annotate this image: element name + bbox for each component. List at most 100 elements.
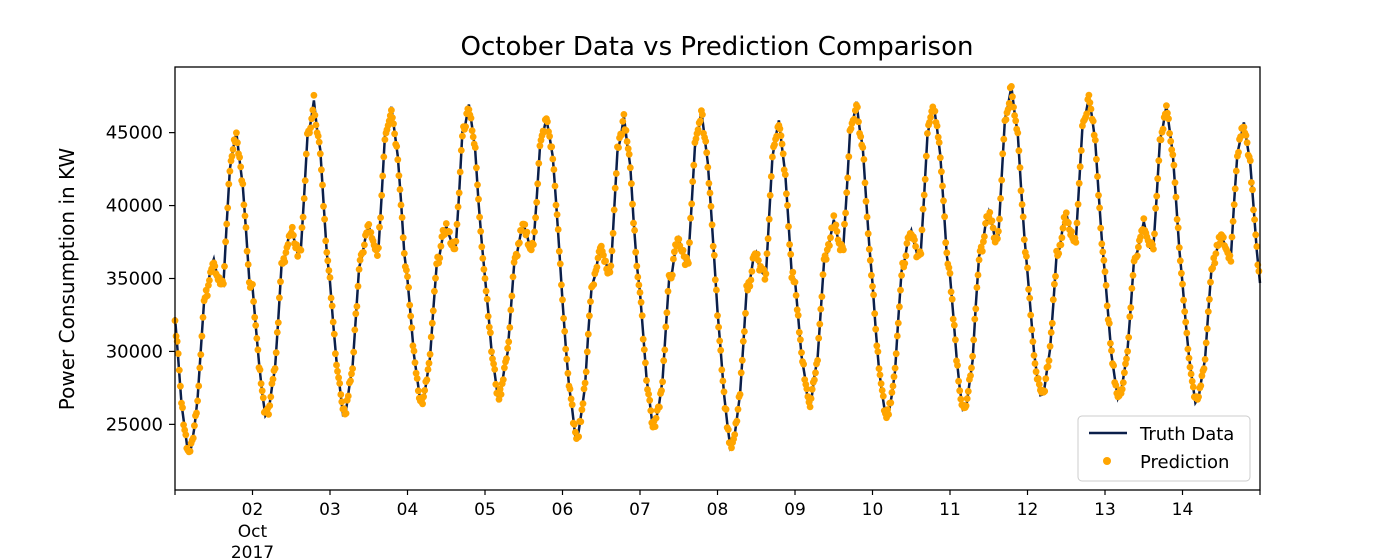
- prediction-point: [174, 350, 182, 357]
- prediction-point: [396, 186, 404, 193]
- prediction-point: [575, 433, 582, 441]
- prediction-point: [1220, 233, 1227, 241]
- prediction-point: [927, 113, 934, 121]
- prediction-point: [586, 312, 593, 320]
- prediction-point: [1140, 215, 1148, 223]
- prediction-point: [789, 268, 797, 276]
- prediction-point: [952, 336, 959, 344]
- prediction-point: [1016, 164, 1024, 172]
- prediction-point: [633, 262, 641, 270]
- prediction-point: [1176, 257, 1184, 265]
- prediction-point: [706, 189, 714, 197]
- prediction-point: [955, 377, 962, 385]
- prediction-point: [671, 248, 678, 256]
- prediction-point: [1108, 347, 1115, 354]
- prediction-point: [742, 309, 749, 317]
- prediction-point: [647, 407, 655, 414]
- prediction-point: [1128, 285, 1136, 292]
- prediction-point: [1230, 201, 1238, 209]
- prediction-point: [840, 246, 847, 254]
- prediction-point: [327, 294, 335, 302]
- prediction-point: [1029, 338, 1037, 345]
- prediction-point: [1023, 253, 1030, 260]
- prediction-point: [562, 345, 570, 353]
- prediction-point: [199, 314, 207, 321]
- prediction-point: [903, 240, 911, 247]
- prediction-point: [597, 242, 605, 250]
- prediction-point: [326, 274, 334, 281]
- prediction-point: [708, 221, 716, 229]
- prediction-point: [298, 224, 306, 232]
- prediction-point: [1014, 129, 1022, 137]
- prediction-point: [1101, 268, 1109, 276]
- prediction-point: [1183, 329, 1191, 337]
- prediction-point: [1167, 137, 1175, 145]
- prediction-point: [179, 404, 186, 412]
- prediction-point: [454, 203, 462, 211]
- prediction-point: [1058, 234, 1066, 242]
- plot-area: [171, 83, 1263, 456]
- prediction-point: [322, 237, 330, 245]
- prediction-point: [399, 234, 407, 242]
- prediction-point: [994, 235, 1001, 243]
- prediction-point: [969, 352, 976, 360]
- legend-prediction-label: Prediction: [1140, 452, 1229, 473]
- x-tick-label: 13: [1094, 500, 1116, 520]
- prediction-point: [1026, 294, 1034, 302]
- prediction-point: [316, 150, 324, 158]
- prediction-point: [224, 204, 232, 212]
- prediction-point: [1151, 230, 1158, 238]
- prediction-point: [972, 305, 980, 313]
- prediction-point: [1157, 136, 1165, 144]
- prediction-point: [175, 366, 183, 374]
- prediction-point: [664, 287, 672, 295]
- prediction-point: [240, 201, 248, 209]
- prediction-point: [1093, 155, 1100, 163]
- prediction-point: [950, 321, 958, 329]
- prediction-point: [719, 377, 727, 385]
- prediction-point: [778, 140, 786, 148]
- prediction-point: [1179, 280, 1186, 288]
- prediction-point: [206, 277, 213, 284]
- prediction-point: [615, 144, 622, 152]
- prediction-point: [1178, 269, 1185, 277]
- prediction-point: [623, 138, 631, 145]
- prediction-point: [611, 184, 619, 192]
- prediction-point: [1125, 334, 1133, 341]
- prediction-point: [582, 368, 590, 376]
- prediction-point: [1171, 179, 1179, 187]
- prediction-point: [714, 312, 721, 319]
- prediction-point: [1110, 362, 1117, 369]
- prediction-point: [590, 281, 598, 288]
- prediction-point: [602, 257, 609, 265]
- prediction-point: [405, 284, 412, 291]
- prediction-point: [1212, 250, 1220, 257]
- prediction-point: [490, 360, 497, 368]
- prediction-point: [694, 126, 702, 134]
- prediction-point: [812, 369, 819, 377]
- prediction-point: [242, 224, 250, 231]
- x-tick-label: 06: [552, 500, 574, 520]
- prediction-point: [404, 273, 411, 280]
- chart-title: October Data vs Prediction Comparison: [461, 32, 974, 62]
- prediction-point: [389, 114, 396, 121]
- prediction-point: [361, 241, 368, 249]
- prediction-point: [1017, 187, 1025, 195]
- prediction-point: [662, 323, 670, 331]
- prediction-point: [612, 170, 620, 177]
- prediction-point: [211, 262, 219, 270]
- prediction-point: [643, 377, 650, 384]
- prediction-point: [249, 281, 256, 288]
- prediction-point: [1098, 240, 1106, 248]
- prediction-point: [1047, 329, 1055, 336]
- prediction-point: [485, 323, 493, 331]
- prediction-point: [795, 328, 803, 336]
- prediction-point: [311, 111, 319, 119]
- prediction-point: [956, 387, 964, 395]
- prediction-point: [549, 155, 557, 163]
- prediction-point: [269, 375, 277, 383]
- prediction-point: [638, 312, 646, 319]
- prediction-point: [1163, 102, 1170, 109]
- prediction-point: [792, 292, 800, 299]
- prediction-point: [531, 228, 538, 236]
